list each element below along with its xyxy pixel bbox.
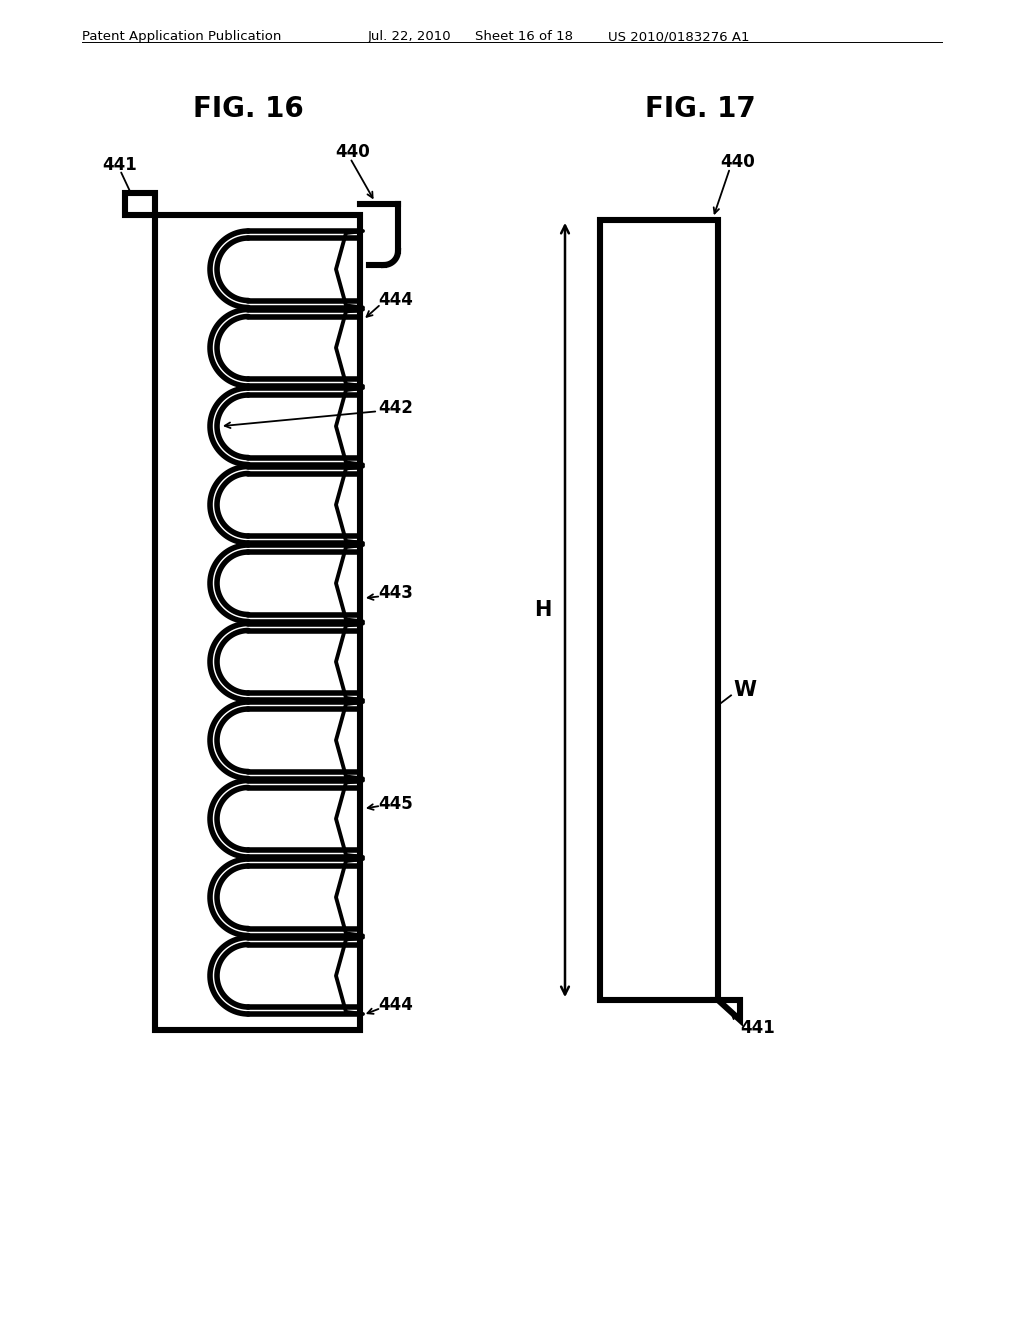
Text: 441: 441 (102, 156, 137, 174)
Text: Sheet 16 of 18: Sheet 16 of 18 (475, 30, 573, 44)
Bar (125, 193, 155, 215)
Text: 444: 444 (378, 997, 413, 1014)
Bar (155, 215, 360, 1030)
Polygon shape (718, 1001, 740, 1020)
Text: FIG. 16: FIG. 16 (193, 95, 303, 123)
Text: 441: 441 (740, 1019, 775, 1038)
Text: H: H (534, 601, 551, 620)
Text: 445: 445 (378, 795, 413, 813)
Text: 442: 442 (378, 399, 413, 417)
Text: US 2010/0183276 A1: US 2010/0183276 A1 (608, 30, 750, 44)
Text: W: W (733, 680, 756, 701)
Text: 440: 440 (335, 143, 370, 161)
Text: FIG. 17: FIG. 17 (645, 95, 756, 123)
Bar (600, 220, 718, 1001)
Text: 444: 444 (378, 290, 413, 309)
Text: Patent Application Publication: Patent Application Publication (82, 30, 282, 44)
Text: Jul. 22, 2010: Jul. 22, 2010 (368, 30, 452, 44)
Text: 443: 443 (378, 585, 413, 602)
Text: 440: 440 (720, 153, 755, 172)
